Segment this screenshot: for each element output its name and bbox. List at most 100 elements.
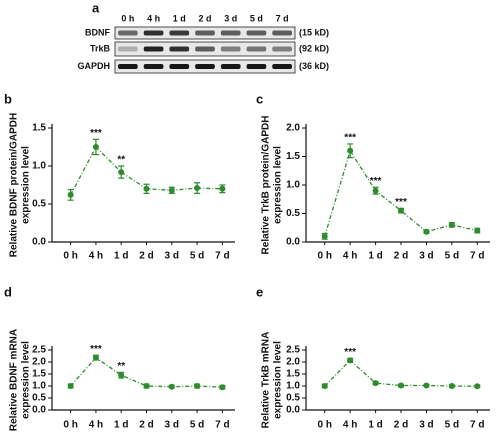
y-axis-label: Relative TrkB protein/GAPDH (261, 116, 272, 255)
y-tick-label: 0.5 (32, 393, 46, 404)
y-tick-label: 0.0 (286, 237, 300, 248)
protein-label: TrkB (90, 43, 111, 53)
x-tick-label: 1 d (368, 420, 382, 431)
significance-label: *** (370, 176, 382, 187)
x-tick-label: 2 d (139, 251, 153, 262)
x-tick-label: 4 h (343, 251, 357, 262)
y-tick-label: 2.5 (286, 345, 300, 356)
data-point (423, 382, 430, 389)
data-point (168, 187, 175, 194)
significance-label: *** (344, 133, 356, 144)
significance-label: *** (344, 347, 356, 358)
y-tick-label: 0.5 (286, 208, 300, 219)
x-tick-label: 1 d (114, 251, 128, 262)
x-tick-label: 0 h (317, 251, 331, 262)
blot-band (143, 46, 164, 52)
data-point (474, 383, 481, 390)
blot-band (195, 30, 215, 36)
y-axis-label: expression level (21, 341, 32, 419)
data-point (321, 233, 328, 240)
y-tick-label: 1.0 (32, 381, 46, 392)
x-tick-label: 7 d (470, 251, 484, 262)
x-tick-label: 0 h (63, 420, 77, 431)
panel-label: b (4, 91, 12, 106)
y-axis-label: Relative TrkB mRNA (261, 332, 272, 429)
lane-label: 4 h (147, 13, 160, 23)
blot-band (118, 64, 138, 69)
data-point (168, 383, 175, 390)
size-label: (15 kD) (299, 27, 329, 37)
y-axis-label: Relative BDNF protein/GAPDH (9, 113, 20, 257)
x-tick-label: 2 d (394, 251, 408, 262)
x-tick-label: 3 d (419, 251, 433, 262)
x-tick-label: 2 d (394, 420, 408, 431)
panel-label: e (256, 284, 263, 299)
significance-label: *** (90, 128, 102, 139)
x-tick-label: 3 d (165, 251, 179, 262)
data-point (347, 147, 354, 154)
protein-label: BDNF (85, 27, 110, 37)
blot-band (169, 46, 190, 52)
panel-label: a (92, 0, 100, 15)
protein-label: GAPDH (77, 61, 110, 71)
y-tick-label: 2.5 (32, 345, 46, 356)
significance-label: ** (117, 155, 125, 166)
x-tick-label: 3 d (419, 420, 433, 431)
blot-band (118, 46, 138, 52)
x-tick-label: 7 d (470, 420, 484, 431)
lane-label: 3 d (224, 13, 237, 23)
data-point (398, 207, 404, 214)
blot-band (246, 64, 267, 69)
y-axis-label: expression level (21, 146, 32, 224)
blot-band (195, 46, 215, 52)
data-point (118, 372, 125, 379)
x-tick-label: 4 h (343, 420, 357, 431)
x-tick-label: 7 d (215, 251, 229, 262)
data-point (143, 383, 150, 389)
data-line (70, 356, 223, 388)
y-tick-label: 1.5 (286, 151, 300, 162)
y-tick-label: 0.0 (32, 237, 46, 248)
data-point (67, 383, 74, 389)
data-point (219, 384, 226, 391)
y-tick-label: 1.5 (286, 369, 300, 380)
data-point (194, 185, 201, 192)
y-tick-label: 2.0 (32, 357, 46, 368)
y-tick-label: 2.0 (286, 123, 300, 134)
x-tick-label: 5 d (445, 251, 459, 262)
x-tick-label: 5 d (445, 420, 459, 431)
x-tick-label: 2 d (139, 420, 153, 431)
data-line (324, 359, 478, 387)
y-tick-label: 1.0 (286, 381, 300, 392)
x-tick-label: 3 d (165, 420, 179, 431)
y-tick-label: 1.0 (286, 180, 300, 191)
y-axis-label: expression level (273, 146, 284, 224)
y-axis-label: expression level (273, 341, 284, 419)
x-tick-label: 0 h (317, 420, 331, 431)
x-tick-label: 5 d (190, 251, 204, 262)
lane-label: 2 d (198, 13, 211, 23)
blot-band (143, 64, 164, 69)
lane-label: 5 d (250, 13, 263, 23)
data-point (448, 383, 455, 389)
data-point (423, 228, 430, 235)
blot-band (195, 64, 215, 69)
y-tick-label: 0.5 (32, 199, 46, 210)
blot-band (220, 30, 241, 36)
data-point (372, 380, 379, 387)
blot-band (246, 30, 267, 36)
data-point (194, 383, 201, 389)
blot-band (118, 30, 138, 36)
data-point (347, 357, 354, 364)
data-point (118, 169, 125, 176)
significance-label: *** (90, 344, 102, 355)
x-tick-label: 4 h (89, 420, 103, 431)
x-tick-label: 0 h (63, 251, 77, 262)
data-point (92, 144, 99, 150)
x-tick-label: 7 d (215, 420, 229, 431)
y-tick-label: 1.5 (32, 123, 46, 134)
y-tick-label: 0.0 (32, 405, 46, 416)
data-point (92, 354, 99, 361)
x-tick-label: 5 d (190, 420, 204, 431)
